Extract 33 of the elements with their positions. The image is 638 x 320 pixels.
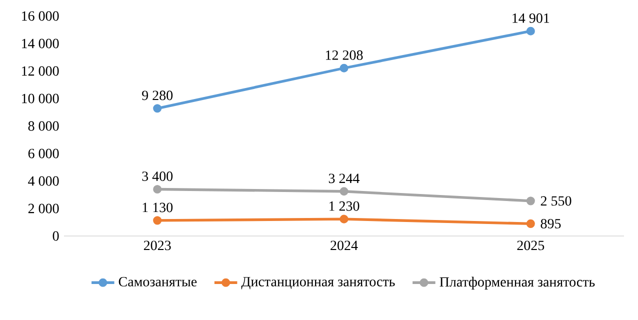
data-label: 2 550: [540, 196, 572, 206]
y-tick-label: 12 000: [22, 66, 59, 76]
y-tick-label: 8 000: [28, 121, 59, 131]
data-label: 3 244: [328, 174, 360, 184]
point: [526, 26, 535, 36]
point: [340, 187, 348, 196]
point: [153, 216, 162, 225]
y-tick-label: 0: [52, 231, 59, 241]
point: [340, 214, 348, 224]
x-tick-label: 2023: [144, 240, 171, 250]
y-tick-label: 16 000: [22, 11, 59, 21]
point: [153, 184, 162, 194]
data-label: 12 208: [326, 50, 363, 60]
y-tick-label: 6 000: [28, 148, 59, 158]
data-label: 1 130: [142, 202, 173, 212]
data-label: 9 280: [142, 90, 173, 100]
data-label: 3 400: [142, 172, 173, 181]
point: [153, 104, 162, 113]
legend-label: Дистанционная занятость: [241, 277, 395, 290]
point: [526, 219, 535, 228]
y-tick-label: 14 000: [22, 38, 59, 48]
legend-label: Самозанятые: [118, 277, 197, 286]
x-tick-label: 2024: [330, 240, 358, 250]
data-label: 1 230: [329, 201, 360, 211]
point: [340, 64, 348, 72]
y-tick-label: 4 000: [28, 176, 59, 186]
point: [526, 196, 535, 206]
legend-label: Платформенная занятость: [440, 276, 595, 290]
data-label: 14 901: [512, 13, 550, 23]
x-tick-label: 2025: [517, 240, 544, 250]
y-tick-label: 10 000: [22, 94, 59, 104]
data-label: 895: [540, 218, 561, 228]
y-tick-label: 2 000: [28, 204, 59, 214]
